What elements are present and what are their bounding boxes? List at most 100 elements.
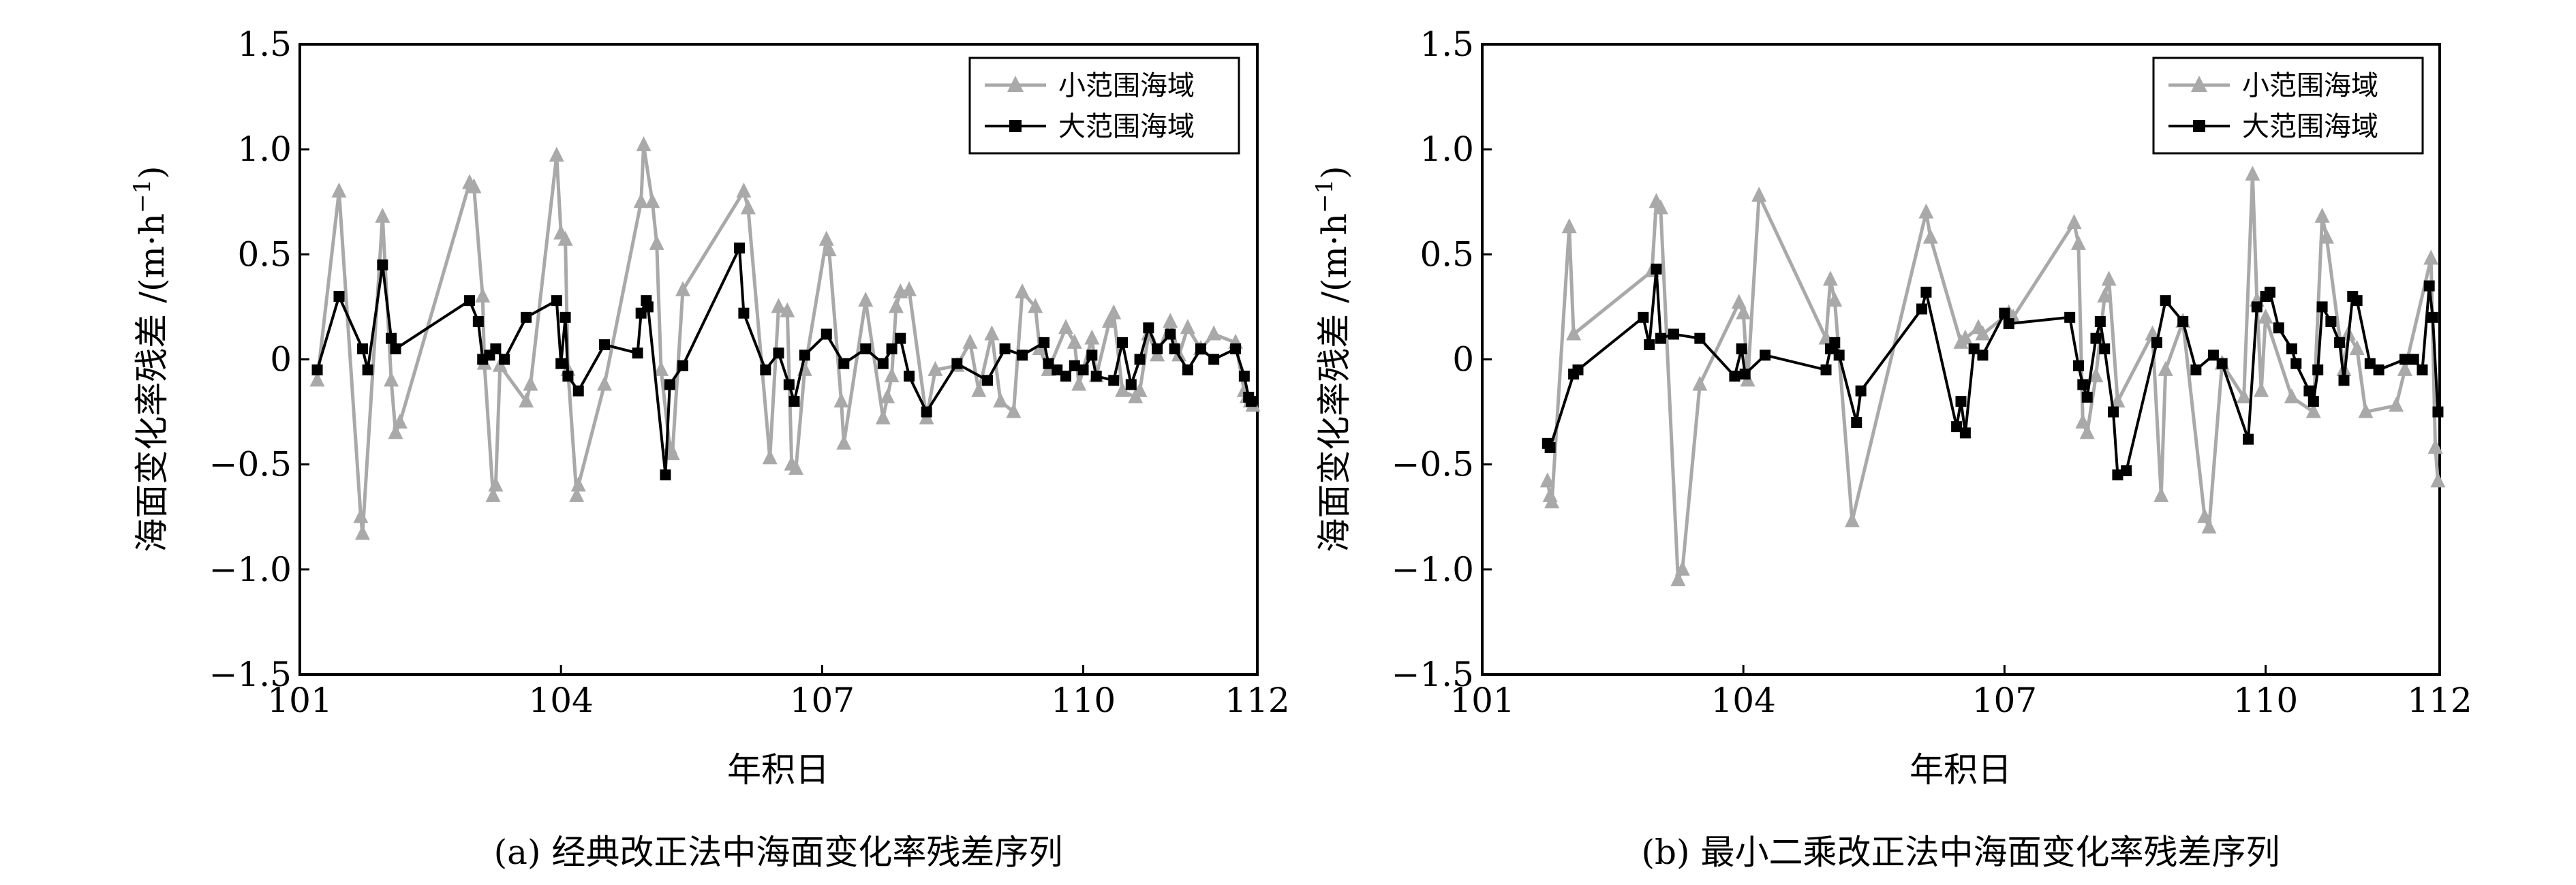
panel-b-small-area-point (1539, 472, 1555, 488)
panel-a-large-area-point (1169, 343, 1180, 355)
panel-a-small-area-point (1084, 329, 1100, 345)
panel-b-large-area-point (1694, 332, 1706, 344)
panel-b-large-area-point (2190, 364, 2202, 375)
panel-a-small-area-point (880, 388, 895, 403)
panel-b-large-area-point (2112, 469, 2123, 481)
panel-b-large-area-point (2151, 337, 2162, 348)
panel-a-large-area-point (490, 343, 502, 355)
panel-a-large-area-point (895, 332, 906, 344)
panel-b-large-area-point (1739, 369, 1751, 380)
panel-a-large-area-point (1090, 371, 1102, 382)
panel-b-x-tick-label: 110 (2233, 681, 2298, 720)
panel-a-large-area-point (1152, 343, 1163, 355)
panel-a-small-area-point (993, 392, 1009, 408)
panel-a-large-area-point (982, 375, 994, 386)
panel-a-large-area-point (311, 364, 323, 375)
panel-b-large-area-point (2338, 375, 2350, 386)
panel-a-large-area-point (783, 379, 795, 390)
panel-a-large-area-point (555, 358, 567, 369)
panel-a-large-area-point (1238, 371, 1250, 382)
panel-a-large-area-point (664, 379, 675, 390)
panel-b-large-area-point (2334, 337, 2346, 348)
panel-a-large-area-point (632, 347, 643, 359)
panel-a-large-area-point (499, 354, 510, 365)
panel-a-large-area-point (734, 243, 746, 254)
panel-a-small-area-point (664, 445, 680, 461)
panel-a-large-area-point (677, 360, 688, 371)
panel-b-small-area-point (2427, 439, 2443, 454)
panel-b-small-area-point (2430, 472, 2446, 488)
panel-b-y-tick-label: −0.5 (1392, 445, 1474, 484)
panel-b-large-area-point (2216, 358, 2228, 369)
panel-a-x-tick-label: 101 (267, 681, 332, 720)
panel-b-x-axis-label: 年积日 (1910, 750, 2012, 790)
panel-a-small-area-point (392, 414, 408, 429)
panel-b-small-area-point (1918, 203, 1934, 219)
panel-b-large-area-point (2432, 406, 2444, 418)
panel-b-x-tick-label: 112 (2407, 681, 2472, 720)
panel-b-large-area-point (1851, 417, 1862, 428)
panel-b-small-area-point (2079, 424, 2095, 439)
panel-a-small-area-point (736, 182, 752, 198)
panel-b-small-area-point (1827, 292, 1843, 307)
panel-a-large-area-point (738, 307, 750, 319)
panel-a-small-area-point (858, 292, 874, 307)
panel-a-large-area-point (1208, 354, 1220, 365)
panel-a-small-area-point (1006, 403, 1022, 418)
panel-a-small-area-point (1132, 382, 1148, 397)
panel-b-series (1539, 166, 2446, 587)
panel-a-y-tick-label: −1.5 (209, 655, 292, 694)
panel-a-legend-large-marker (1009, 120, 1022, 132)
panel-a-small-area-point (1028, 298, 1043, 313)
panel-b-large-area-point (2427, 311, 2438, 323)
panel-b-large-area-point (1651, 263, 1662, 275)
panel-b-small-area-point (2349, 340, 2365, 356)
panel-a-small-area-point (821, 241, 837, 257)
panel-b-small-area-point (1561, 218, 1577, 234)
panel-a-large-area-line (316, 247, 1253, 477)
panel-a-large-area-point (562, 371, 574, 382)
panel-b-large-area-point (1951, 421, 1963, 433)
panel-b-large-area-line (1546, 267, 2440, 477)
panel-b-large-area-point (2307, 396, 2319, 407)
panel-a-small-area-point (485, 486, 501, 502)
panel-a-small-area-point (875, 409, 891, 424)
panel-a-legend-small-label: 小范围海域 (1058, 70, 1195, 102)
panel-a-small-area-point (788, 459, 804, 475)
panel-b-x-tick-label: 104 (1711, 681, 1775, 720)
panel-b-large-area-point (1829, 337, 1841, 348)
panel-b-large-area-point (2160, 295, 2171, 307)
panel-a-large-area-point (1182, 364, 1193, 375)
panel-a-large-area-point (1043, 358, 1054, 369)
panel-b-large-area-point (1655, 332, 1666, 344)
panel-b-small-area-point (1674, 560, 1690, 576)
panel-b-large-area-point (2094, 316, 2106, 327)
panel-b-small-area-point (2314, 207, 2330, 223)
panel-a-x-tick-label: 110 (1051, 681, 1116, 720)
panel-b-legend-large-marker (2193, 120, 2205, 132)
panel-b-large-area-point (2003, 318, 2014, 330)
panel-b-small-area-point (2110, 392, 2126, 408)
panel-b-y-axis-label-main: 海面变化率残差 /(m·h (1315, 213, 1354, 553)
panel-b-large-area-point (1760, 350, 1771, 361)
panel-a-small-area-point (597, 375, 613, 391)
panel-b-large-area-point (1999, 307, 2010, 319)
panel-b-large-area-point (2364, 358, 2376, 369)
panel-a-large-area-point (333, 291, 345, 302)
panel-b-small-area-point (1822, 270, 1838, 286)
panel-a-large-area-point (599, 339, 611, 350)
panel-b-small-area-point (2158, 360, 2173, 376)
panel-b-small-area-point (2397, 360, 2412, 376)
panel-b-y-axis-label-close: ) (1315, 166, 1354, 179)
panel-a-large-area-point (551, 295, 562, 307)
panel-b-large-area-point (2312, 364, 2324, 375)
panel-b-small-area-point (2389, 397, 2404, 412)
panel-b-legend-box (2152, 57, 2424, 155)
panel-a-small-area-point (331, 182, 347, 198)
panel-a-large-area-point (1017, 350, 1028, 361)
panel-a-large-area-point (773, 347, 784, 359)
panel-a-large-area-point (951, 358, 963, 369)
panel-a-large-area-point (921, 406, 932, 418)
panel-a-large-area-point (886, 343, 898, 355)
panel-a-small-area-point (649, 234, 664, 250)
